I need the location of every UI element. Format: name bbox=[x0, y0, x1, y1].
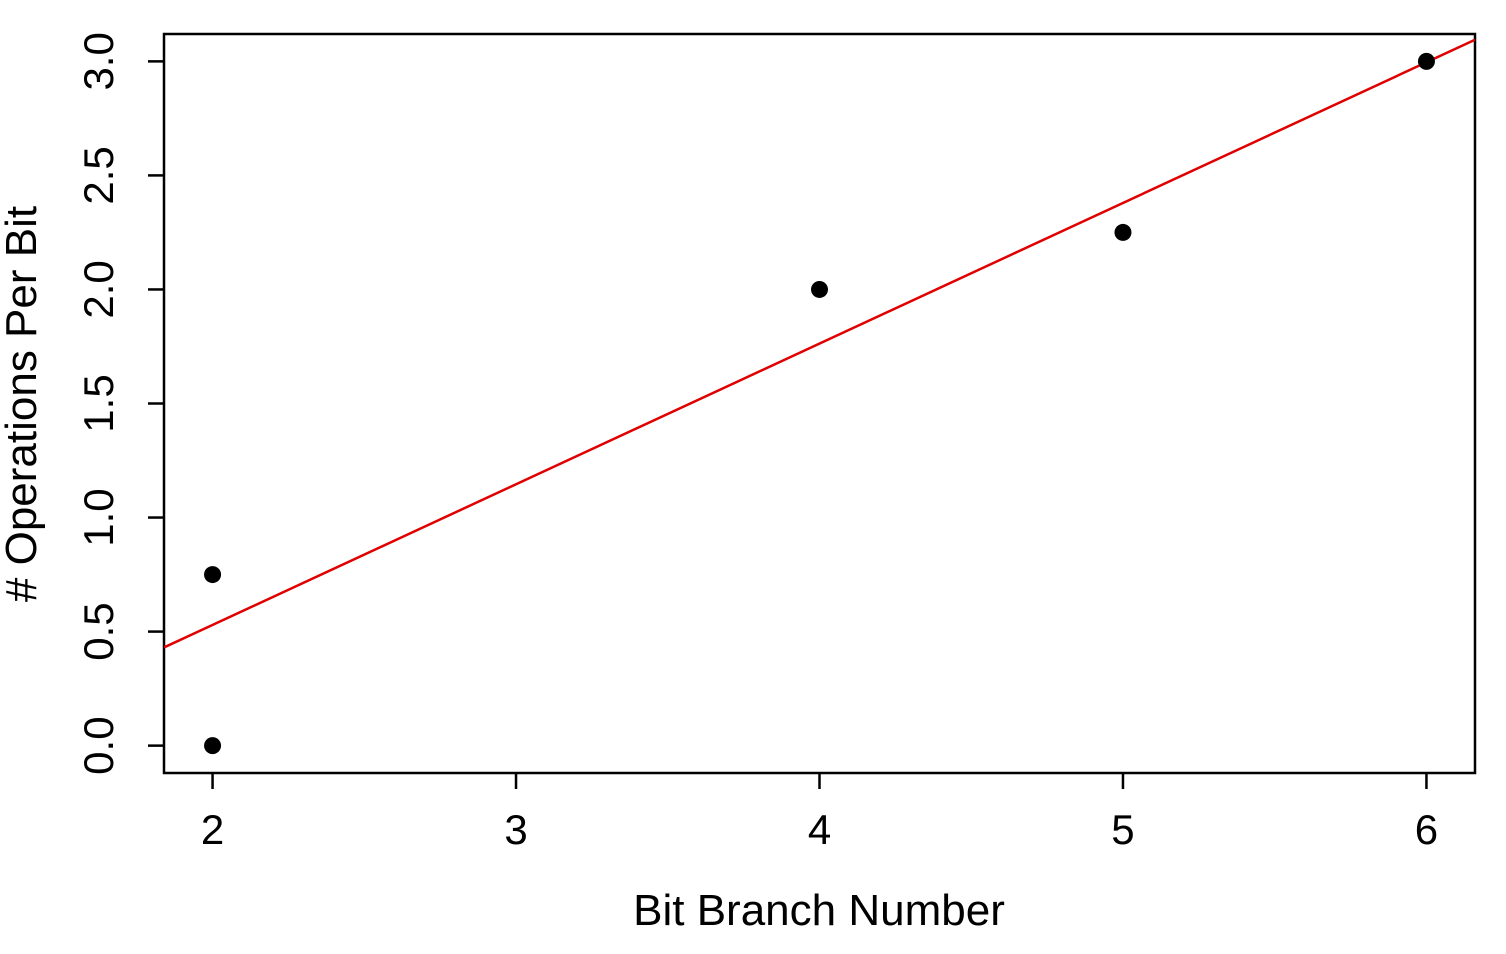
y-tick-label: 1.5 bbox=[75, 374, 122, 432]
y-axis: 0.0 0.5 1.0 1.5 2.0 2.5 3.0 bbox=[75, 32, 164, 775]
x-tick-label: 3 bbox=[504, 806, 527, 853]
x-tick-label: 4 bbox=[808, 806, 831, 853]
y-tick-label: 2.5 bbox=[75, 146, 122, 204]
plot-frame bbox=[162, 32, 1477, 775]
y-tick-label: 0.5 bbox=[75, 602, 122, 660]
x-tick-label: 5 bbox=[1111, 806, 1134, 853]
data-point bbox=[204, 737, 222, 755]
x-axis: 2 3 4 5 6 bbox=[201, 773, 1438, 853]
data-point bbox=[1417, 52, 1435, 70]
fit-line bbox=[164, 38, 1475, 649]
y-tick-label: 2.0 bbox=[75, 260, 122, 318]
y-axis-title: # Operations Per Bit bbox=[0, 206, 46, 602]
y-tick-label: 3.0 bbox=[75, 32, 122, 90]
data-point bbox=[204, 566, 222, 584]
fit-line-layer bbox=[164, 38, 1475, 649]
data-point bbox=[1114, 223, 1132, 241]
x-tick-label: 2 bbox=[201, 806, 224, 853]
points-layer bbox=[204, 52, 1435, 755]
data-point bbox=[811, 280, 828, 298]
x-tick-label: 6 bbox=[1415, 806, 1438, 853]
x-axis-title: Bit Branch Number bbox=[633, 886, 1005, 935]
y-tick-label: 1.0 bbox=[75, 488, 122, 546]
y-tick-label: 0.0 bbox=[75, 716, 122, 774]
